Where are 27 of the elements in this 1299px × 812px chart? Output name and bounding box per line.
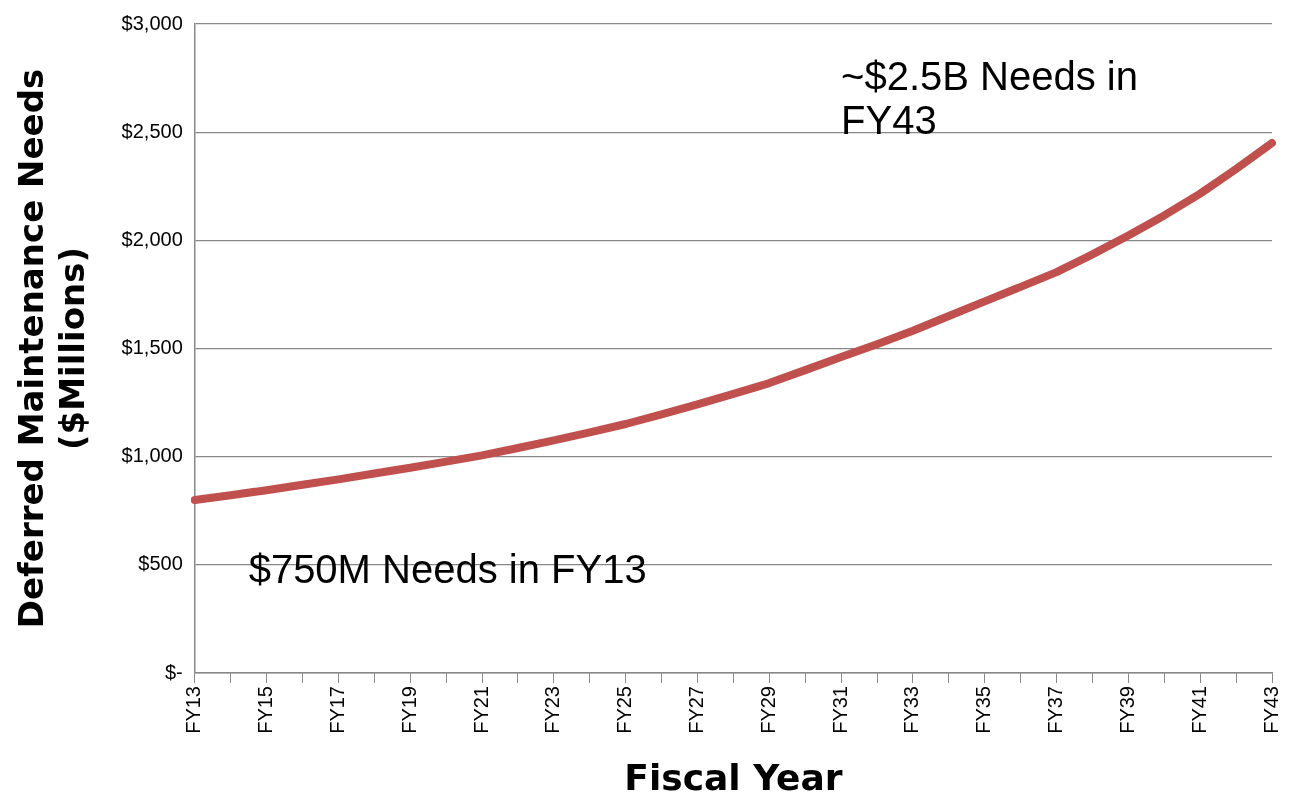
x-axis-title: Fiscal Year xyxy=(624,756,843,798)
x-tick-label: FY37 xyxy=(1044,686,1067,734)
x-tick-label: FY41 xyxy=(1187,686,1210,734)
x-tick-label: FY33 xyxy=(900,686,923,734)
y-tick-label: $1,000 xyxy=(121,444,183,467)
y-tick-label: $3,000 xyxy=(121,11,183,34)
annotation: $750M Needs in FY13 xyxy=(248,547,647,592)
y-tick-label: $1,500 xyxy=(121,336,183,359)
x-tick-label: FY43 xyxy=(1259,686,1282,734)
x-tick-label: FY31 xyxy=(828,686,851,734)
x-tick-label: FY17 xyxy=(325,686,348,734)
x-tick-label: FY25 xyxy=(613,686,636,734)
y-tick-label: $2,000 xyxy=(121,227,183,250)
y-tick-label: $- xyxy=(164,660,183,683)
x-tick-label: FY39 xyxy=(1115,686,1138,734)
x-tick-label: FY35 xyxy=(972,686,995,734)
y-tick-label: $2,500 xyxy=(121,119,183,142)
y-tick-label: $500 xyxy=(138,552,183,575)
x-tick-label: FY27 xyxy=(684,686,707,734)
x-tick-label: FY29 xyxy=(756,686,779,734)
x-tick-label: FY13 xyxy=(182,686,205,734)
y-axis-title: Deferred Maintenance Needs ($Millions) xyxy=(11,68,93,629)
x-tick-label: FY19 xyxy=(397,686,420,734)
annotation: ~$2.5B Needs in FY43 xyxy=(841,53,1138,142)
x-tick-label: FY21 xyxy=(469,686,492,734)
x-tick-label: FY15 xyxy=(254,686,277,734)
x-tick-label: FY23 xyxy=(541,686,564,734)
